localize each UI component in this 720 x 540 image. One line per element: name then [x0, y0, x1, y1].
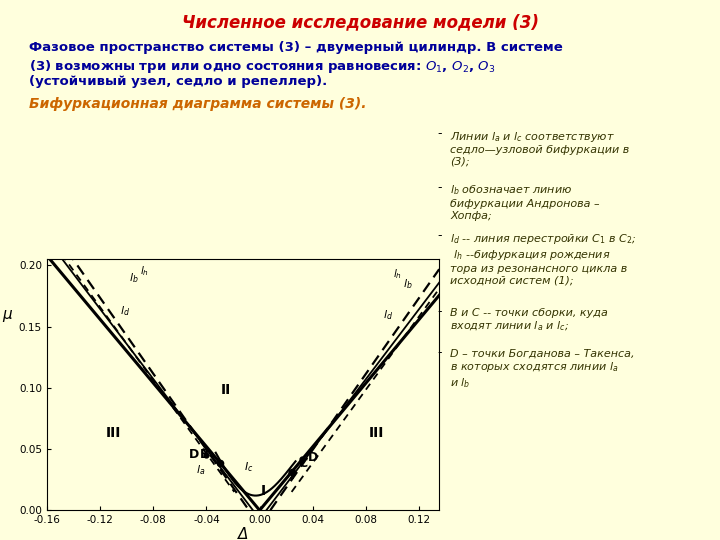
- Text: Бифуркационная диаграмма системы (3).: Бифуркационная диаграмма системы (3).: [29, 97, 366, 111]
- Text: D – точки Богданова – Такенса,
в которых сходятся линии $l_a$
и $l_b$: D – точки Богданова – Такенса, в которых…: [450, 348, 634, 390]
- Text: $l_b$: $l_b$: [130, 271, 139, 285]
- Text: C: C: [298, 457, 307, 470]
- Text: $l_b$: $l_b$: [403, 278, 413, 291]
- Text: $l_d$ -- линия перестройки $C_1$ в $C_2$;
 $l_h$ --бифуркация рождения
тора из р: $l_d$ -- линия перестройки $C_1$ в $C_2$…: [450, 232, 636, 286]
- Text: B: B: [199, 448, 210, 461]
- Text: -: -: [437, 230, 441, 242]
- Text: $l_a$: $l_a$: [196, 463, 205, 477]
- Text: -: -: [437, 305, 441, 318]
- Text: Численное исследование модели (3): Численное исследование модели (3): [181, 14, 539, 31]
- Text: (устойчивый узел, седло и репеллер).: (устойчивый узел, седло и репеллер).: [29, 75, 327, 88]
- Text: -: -: [437, 181, 441, 194]
- Text: $l_{h}$: $l_{h}$: [392, 268, 402, 281]
- Text: $l_h$: $l_h$: [140, 264, 149, 278]
- Text: II: II: [221, 383, 232, 397]
- Text: (3) возможны три или одно состояния равновесия: $O_1$, $O_2$, $O_3$: (3) возможны три или одно состояния равн…: [29, 58, 495, 75]
- Text: Линии $l_a$ и $l_c$ соответствуют
седло—узловой бифуркации в
(3);: Линии $l_a$ и $l_c$ соответствуют седло—…: [450, 130, 629, 167]
- Text: -: -: [437, 127, 441, 140]
- Text: I: I: [261, 484, 266, 498]
- X-axis label: Δ: Δ: [238, 526, 248, 540]
- Text: III: III: [106, 426, 121, 440]
- Text: III: III: [369, 426, 384, 440]
- Text: $l_b$ обозначает линию
бифуркации Андронова –
Хопфа;: $l_b$ обозначает линию бифуркации Андрон…: [450, 184, 600, 221]
- Y-axis label: μ: μ: [3, 307, 12, 322]
- Text: $l_d$: $l_d$: [383, 308, 393, 322]
- Text: -: -: [437, 346, 441, 359]
- Text: D: D: [189, 448, 199, 461]
- Text: Фазовое пространство системы (3) – двумерный цилиндр. В системе: Фазовое пространство системы (3) – двуме…: [29, 40, 562, 53]
- Text: D: D: [307, 451, 318, 464]
- Text: $l_d$: $l_d$: [120, 305, 130, 318]
- Text: B и C -- точки сборки, куда
входят линии $l_a$ и $l_c$;: B и C -- точки сборки, куда входят линии…: [450, 308, 608, 333]
- Text: $I_c$: $I_c$: [243, 460, 253, 474]
- Text: $l_a$: $l_a$: [287, 469, 295, 482]
